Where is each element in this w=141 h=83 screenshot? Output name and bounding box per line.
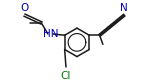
Text: HN: HN — [43, 29, 58, 39]
Text: O: O — [20, 3, 29, 13]
Text: N: N — [120, 3, 128, 13]
Text: Cl: Cl — [61, 71, 71, 81]
